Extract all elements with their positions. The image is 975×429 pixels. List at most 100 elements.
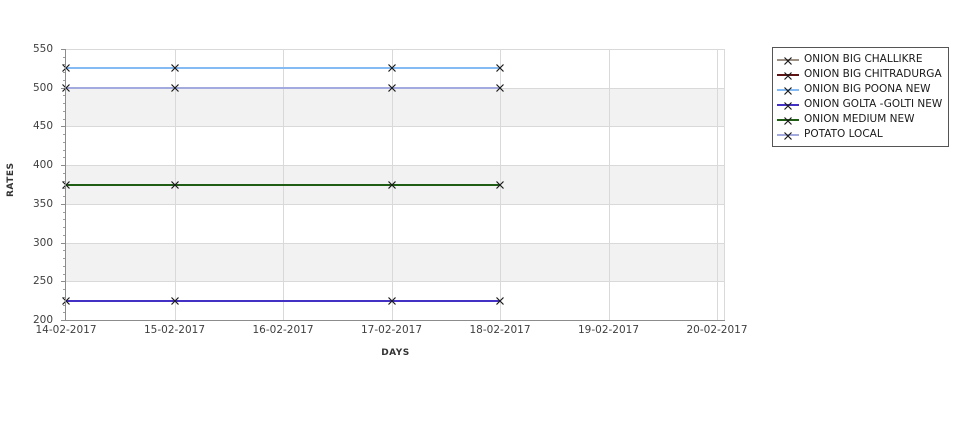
legend-item-label: ONION BIG CHITRADURGA: [804, 68, 942, 80]
y-axis-minor-tick: [63, 305, 66, 306]
y-axis-minor-tick: [63, 72, 66, 73]
y-axis-minor-tick: [63, 250, 66, 251]
y-axis-minor-tick: [63, 95, 66, 96]
y-axis-minor-tick: [63, 80, 66, 81]
gridline-horizontal: [66, 165, 725, 166]
y-axis-minor-tick: [63, 57, 66, 58]
y-axis-tick-mark: [61, 126, 66, 127]
y-axis-minor-tick: [63, 150, 66, 151]
y-axis-tick-mark: [61, 165, 66, 166]
y-axis-tick-label: 300: [32, 236, 53, 249]
legend-marker-icon: [777, 54, 799, 66]
y-axis-tick-label: 200: [32, 314, 53, 326]
legend-item[interactable]: ONION GOLTA -GOLTI NEW: [777, 97, 942, 112]
x-axis-tick-label: 15-02-2017: [143, 324, 206, 336]
series-line: [66, 67, 500, 70]
legend-marker-icon: [777, 69, 799, 81]
legend-item-label: ONION BIG CHALLIKRE: [804, 53, 923, 65]
gridline-vertical: [717, 49, 718, 320]
y-axis-minor-tick: [63, 196, 66, 197]
gridline-horizontal: [66, 204, 725, 205]
y-axis-tick-mark: [61, 320, 66, 321]
y-axis-minor-tick: [63, 64, 66, 65]
data-point-marker: [387, 180, 396, 189]
y-axis-tick-label: 500: [32, 81, 53, 94]
x-axis-tick-labels: 14-02-2017 15-02-2017 16-02-2017 17-02-2017…: [35, 324, 747, 340]
x-axis-title: DAYS: [381, 348, 410, 358]
x-axis-tick-label: 20-02-2017: [686, 324, 748, 336]
y-axis-tick-label: 400: [32, 159, 53, 172]
x-axis-tick-label: 16-02-2017: [252, 324, 314, 336]
y-axis-minor-tick: [63, 274, 66, 275]
x-axis-spine: [65, 320, 725, 321]
y-axis-minor-tick: [63, 219, 66, 220]
y-axis-minor-tick: [63, 289, 66, 290]
gridline-horizontal: [66, 281, 725, 282]
data-point-marker: [387, 296, 396, 305]
series-line: [66, 299, 500, 302]
y-axis-minor-tick: [63, 157, 66, 158]
y-axis-minor-tick: [63, 297, 66, 298]
data-point-marker: [387, 64, 396, 73]
y-axis-tick-mark: [61, 243, 66, 244]
y-axis-minor-tick: [63, 235, 66, 236]
x-axis-tick-label: 14-02-2017: [35, 324, 97, 336]
y-axis-minor-tick: [63, 312, 66, 313]
plot-top-border: [66, 49, 725, 50]
y-axis-minor-tick: [63, 258, 66, 259]
chart-legend: ONION BIG CHALLIKRE ONION BIG CHITRADURGA…: [772, 47, 950, 147]
gridline-horizontal: [66, 243, 725, 244]
legend-marker-icon: [777, 114, 799, 126]
data-point-marker: [170, 83, 179, 92]
legend-item[interactable]: ONION BIG POONA NEW: [777, 82, 942, 97]
series-line: [66, 86, 500, 89]
y-axis-minor-tick: [63, 266, 66, 267]
data-point-marker: [496, 180, 505, 189]
legend-item[interactable]: ONION MEDIUM NEW: [777, 112, 942, 127]
y-axis-tick-label: 450: [32, 120, 53, 133]
legend-marker-icon: [777, 84, 799, 96]
data-point-marker: [62, 180, 71, 189]
data-point-marker: [62, 64, 71, 73]
y-axis-tick-mark: [61, 204, 66, 205]
y-axis-tick-label: 350: [32, 197, 53, 210]
legend-item-label: ONION MEDIUM NEW: [804, 113, 915, 125]
plot-band: [66, 87, 725, 127]
legend-item[interactable]: POTATO LOCAL: [777, 127, 942, 142]
legend-marker-icon: [777, 129, 799, 141]
data-point-marker: [170, 180, 179, 189]
plot-band: [66, 242, 725, 282]
legend-item[interactable]: ONION BIG CHITRADURGA: [777, 67, 942, 82]
legend-item-label: ONION GOLTA -GOLTI NEW: [804, 98, 943, 110]
legend-item-label: ONION BIG POONA NEW: [804, 83, 931, 95]
y-axis-minor-tick: [63, 119, 66, 120]
data-point-marker: [62, 296, 71, 305]
plot-right-border: [724, 49, 725, 320]
y-axis-minor-tick: [63, 188, 66, 189]
y-axis-ticks: [61, 49, 66, 321]
x-axis-tick-label: 17-02-2017: [360, 324, 423, 336]
legend-marker-icon: [777, 99, 799, 111]
y-axis-tick-labels: 200 250 300 350 400 450 500 550: [0, 43, 61, 326]
x-axis-tick-label: 19-02-2017: [577, 324, 640, 336]
y-axis-minor-tick: [63, 173, 66, 174]
legend-item-label: POTATO LOCAL: [804, 128, 883, 140]
y-axis-minor-tick: [63, 227, 66, 228]
y-axis-minor-tick: [63, 142, 66, 143]
y-axis-tick-label: 250: [32, 275, 53, 288]
x-axis-tick-label: 18-02-2017: [469, 324, 531, 336]
data-point-marker: [496, 83, 505, 92]
y-axis-minor-tick: [63, 111, 66, 112]
data-point-marker: [170, 64, 179, 73]
y-axis-minor-tick: [63, 103, 66, 104]
gridline-vertical: [609, 49, 610, 320]
plot-area: [62, 49, 725, 321]
legend-item[interactable]: ONION BIG CHALLIKRE: [777, 52, 942, 67]
data-point-marker: [496, 296, 505, 305]
y-axis-minor-tick: [63, 134, 66, 135]
y-axis-tick-mark: [61, 49, 66, 50]
data-point-marker: [496, 64, 505, 73]
y-axis-minor-tick: [63, 181, 66, 182]
data-point-marker: [62, 83, 71, 92]
